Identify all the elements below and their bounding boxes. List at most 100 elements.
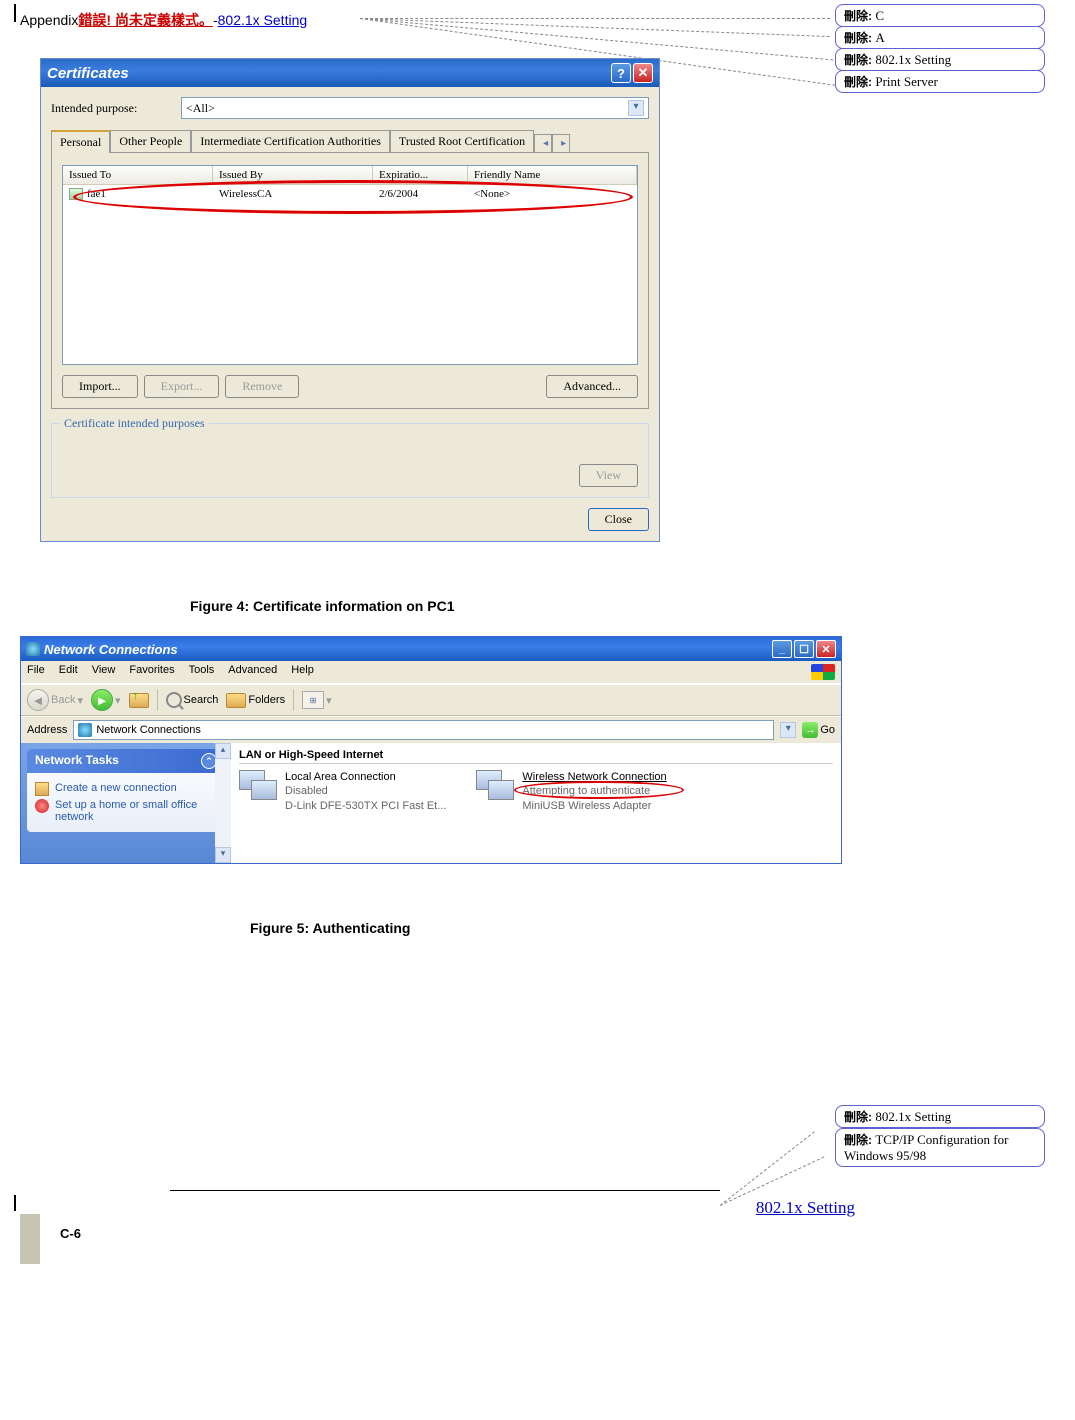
tab-scroll-left[interactable]: ◂: [534, 134, 552, 152]
task-setup-network[interactable]: Set up a home or small office network: [35, 799, 217, 823]
revision-text: 802.1x Setting: [875, 1109, 951, 1124]
scroll-down-button[interactable]: ▾: [215, 847, 231, 863]
revision-label: 刪除:: [844, 9, 875, 23]
change-bar: [14, 4, 16, 22]
scrollbar-track[interactable]: [215, 759, 231, 847]
toolbar-separator: [157, 689, 158, 711]
main-content: LAN or High-Speed Internet Local Area Co…: [231, 743, 841, 863]
menu-edit[interactable]: Edit: [59, 664, 78, 680]
chevron-down-icon[interactable]: ▾: [780, 722, 796, 738]
network-icon: [26, 642, 40, 656]
task-create-connection[interactable]: Create a new connection: [35, 782, 217, 796]
tab-personal[interactable]: Personal: [51, 130, 110, 153]
chevron-down-icon[interactable]: ▾: [628, 100, 644, 116]
up-button[interactable]: ↑: [129, 693, 149, 708]
figure4-caption: Figure 4: Certificate information on PC1: [190, 598, 454, 614]
certificates-dialog: Certificates ? ✕ Intended purpose: <All>…: [40, 58, 660, 542]
col-issued-by[interactable]: Issued By: [213, 166, 373, 184]
close-button[interactable]: Close: [588, 508, 649, 531]
tab-intermediate-ca[interactable]: Intermediate Certification Authorities: [191, 130, 390, 152]
view-button[interactable]: View: [579, 464, 638, 487]
menu-advanced[interactable]: Advanced: [228, 664, 277, 680]
address-field[interactable]: Network Connections: [73, 720, 774, 740]
header-error-text: 錯誤! 尚未定義樣式。: [78, 10, 213, 30]
search-label: Search: [184, 694, 219, 706]
export-button[interactable]: Export...: [144, 375, 220, 398]
menu-tools[interactable]: Tools: [189, 664, 215, 680]
help-button[interactable]: ?: [611, 63, 631, 83]
header-link: 802.1x Setting: [218, 12, 308, 28]
revision-bubble: 刪除: C: [835, 4, 1045, 27]
menu-file[interactable]: File: [27, 664, 45, 680]
decorative-strip: [20, 1214, 40, 1264]
network-connections-window: Network Connections _ ☐ ✕ File Edit View…: [20, 636, 842, 864]
change-bar: [14, 1195, 16, 1211]
certificate-row[interactable]: fae1 WirelessCA 2/6/2004 <None>: [63, 185, 637, 203]
lan-icon: [239, 770, 279, 810]
network-tasks-title: Network Tasks: [35, 753, 119, 769]
search-button[interactable]: Search: [166, 692, 219, 708]
scroll-up-button[interactable]: ▴: [215, 743, 231, 759]
remove-button[interactable]: Remove: [225, 375, 299, 398]
intended-purpose-value: <All>: [186, 101, 215, 116]
cert-purposes-fieldset: Certificate intended purposes View: [51, 423, 649, 498]
lan-status: Disabled: [285, 784, 446, 798]
close-icon[interactable]: ✕: [633, 63, 653, 83]
task-label: Set up a home or small office network: [55, 799, 217, 823]
go-button[interactable]: →Go: [802, 722, 835, 738]
views-icon: ⊞: [302, 691, 324, 709]
col-expiration[interactable]: Expiratio...: [373, 166, 468, 184]
folder-icon: [226, 693, 246, 708]
revision-text: Print Server: [875, 74, 937, 89]
col-friendly-name[interactable]: Friendly Name: [468, 166, 637, 184]
views-button[interactable]: ⊞ ▾: [302, 691, 332, 709]
col-issued-to[interactable]: Issued To: [63, 166, 213, 184]
revision-bubble: 刪除: 802.1x Setting: [835, 1105, 1045, 1128]
revision-label: 刪除:: [844, 31, 875, 45]
footer-rule: [170, 1190, 720, 1191]
tab-trusted-root[interactable]: Trusted Root Certification: [390, 130, 534, 152]
nc-title-text: Network Connections: [44, 642, 178, 657]
tab-other-people[interactable]: Other People: [110, 130, 191, 152]
menu-favorites[interactable]: Favorites: [129, 664, 174, 680]
close-button[interactable]: ✕: [816, 640, 836, 658]
wlan-icon: [476, 770, 516, 810]
revision-label: 刪除:: [844, 1110, 875, 1124]
revision-label: 刪除:: [844, 53, 875, 67]
back-button[interactable]: ◄Back ▾: [27, 689, 83, 711]
back-label: Back: [51, 694, 75, 706]
tab-scroll-right[interactable]: ▸: [552, 134, 570, 152]
folders-label: Folders: [248, 694, 285, 706]
maximize-button[interactable]: ☐: [794, 640, 814, 658]
lan-name: Local Area Connection: [285, 770, 446, 784]
cert-issued-to: fae1: [87, 188, 106, 200]
import-button[interactable]: Import...: [62, 375, 138, 398]
page-header: Appendix 錯誤! 尚未定義樣式。 - 802.1x Setting: [20, 10, 307, 30]
intended-purpose-dropdown[interactable]: <All> ▾: [181, 97, 649, 119]
certificate-tabs: Personal Other People Intermediate Certi…: [51, 129, 649, 153]
advanced-button[interactable]: Advanced...: [546, 375, 638, 398]
search-icon: [166, 692, 182, 708]
minimize-button[interactable]: _: [772, 640, 792, 658]
toolbar-separator: [293, 689, 294, 711]
menu-view[interactable]: View: [92, 664, 116, 680]
revision-bubble: 刪除: 802.1x Setting: [835, 48, 1045, 71]
menu-help[interactable]: Help: [291, 664, 314, 680]
certificate-list[interactable]: Issued To Issued By Expiratio... Friendl…: [62, 165, 638, 365]
forward-button[interactable]: ► ▾: [91, 689, 121, 711]
page-number: C-6: [60, 1226, 81, 1241]
cert-purposes-legend: Certificate intended purposes: [60, 416, 209, 431]
folders-button[interactable]: Folders: [226, 693, 285, 708]
revision-bubble: 刪除: A: [835, 26, 1045, 49]
certificates-title: Certificates: [47, 65, 129, 82]
revision-bubble: 刪除: TCP/IP Configuration for Windows 95/…: [835, 1128, 1045, 1167]
task-label: Create a new connection: [55, 782, 177, 794]
wlan-connection[interactable]: Wireless Network Connection Attempting t…: [476, 770, 666, 813]
setup-network-icon: [35, 799, 49, 813]
lan-connection[interactable]: Local Area Connection Disabled D-Link DF…: [239, 770, 446, 813]
network-icon: [78, 723, 92, 737]
windows-flag-icon: [811, 664, 835, 680]
leader-line: [360, 18, 830, 19]
certificates-titlebar: Certificates ? ✕: [41, 59, 659, 87]
leader-line: [720, 1131, 815, 1206]
